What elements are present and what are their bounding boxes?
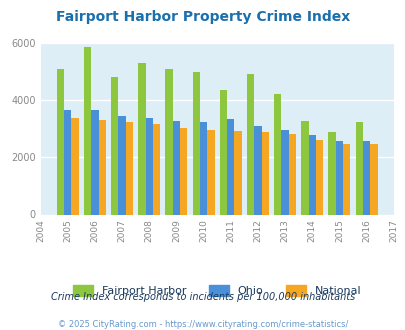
Bar (138, 63, 145, 214)
Bar (153, 124, 160, 214)
Bar (362, 141, 369, 214)
Bar (342, 144, 350, 214)
Bar (234, 131, 241, 214)
Bar (57, 69, 64, 214)
Bar (246, 74, 254, 215)
Bar (315, 140, 322, 214)
Bar (84, 47, 91, 214)
Bar (173, 121, 180, 214)
Bar (335, 141, 342, 214)
Bar (369, 145, 377, 214)
Bar (281, 130, 288, 214)
Bar (98, 120, 106, 214)
Bar (192, 72, 200, 215)
Bar (301, 121, 308, 214)
Bar (308, 135, 315, 214)
Bar (64, 110, 71, 214)
Text: © 2025 CityRating.com - https://www.cityrating.com/crime-statistics/: © 2025 CityRating.com - https://www.city… (58, 320, 347, 329)
Bar (118, 115, 126, 214)
Bar (145, 118, 153, 214)
Bar (288, 134, 295, 214)
Bar (355, 121, 362, 214)
Bar (219, 90, 226, 214)
Text: Fairport Harbor Property Crime Index: Fairport Harbor Property Crime Index (56, 10, 349, 24)
Bar (328, 132, 335, 214)
Bar (91, 110, 98, 214)
Bar (200, 121, 207, 214)
Bar (165, 69, 173, 214)
Legend: Fairport Harbor, Ohio, National: Fairport Harbor, Ohio, National (73, 285, 360, 296)
Bar (71, 118, 79, 214)
Text: Crime Index corresponds to incidents per 100,000 inhabitants: Crime Index corresponds to incidents per… (51, 292, 354, 302)
Bar (254, 126, 261, 214)
Bar (126, 122, 133, 214)
Bar (111, 77, 118, 215)
Bar (207, 130, 214, 214)
Bar (180, 128, 187, 214)
Bar (273, 93, 281, 214)
Bar (226, 119, 234, 214)
Bar (261, 132, 268, 214)
